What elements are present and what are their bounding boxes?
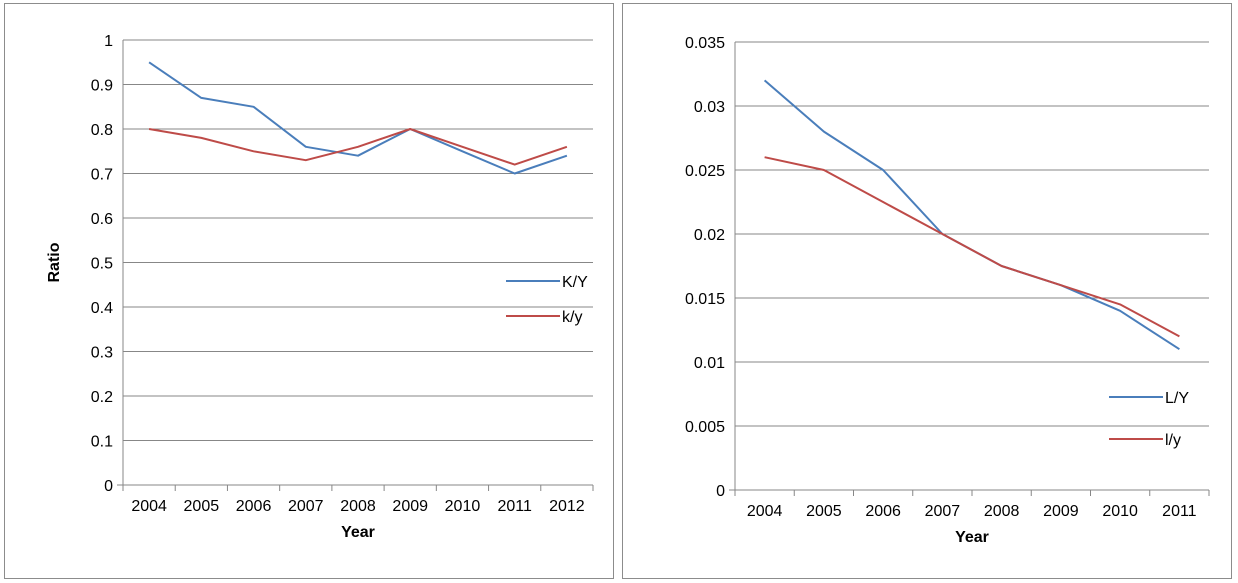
y-tick-label: 0.7	[91, 167, 113, 184]
legend-label: l/y	[1165, 432, 1181, 449]
y-tick-label: 0	[104, 478, 113, 495]
x-axis-title: Year	[341, 524, 375, 541]
x-tick-label: 2009	[1043, 503, 1079, 520]
series-line-ky	[148, 61, 568, 175]
x-tick-label: 2012	[549, 498, 585, 515]
legend-label: k/y	[562, 309, 582, 326]
y-tick-label: 0.3	[91, 345, 113, 362]
chart-panel-right: 0 0.005 0.01 0.015 0.02 0.025 0.03 0.035 2004 200…	[622, 3, 1232, 579]
x-tick-label: 2005	[806, 503, 842, 520]
x-tick-label: 2004	[747, 503, 783, 520]
x-tick-label: 2005	[184, 498, 220, 515]
y-tick-label: 0.8	[91, 122, 113, 139]
y-tick-label: 1	[104, 33, 113, 50]
y-tick-label: 0.01	[694, 355, 725, 372]
x-tick-label: 2010	[445, 498, 481, 515]
x-tick-label: 2011	[497, 498, 532, 515]
y-tick-label: 0.4	[91, 300, 113, 317]
y-tick-label: 0.5	[91, 256, 113, 273]
y-axis-title: Ratio	[46, 242, 63, 282]
x-tick-label: 2008	[984, 503, 1020, 520]
y-tick-label: 0.02	[694, 227, 725, 244]
y-tick-label: 0.035	[685, 35, 725, 52]
y-tick-label: 0.015	[685, 291, 725, 308]
x-axis-title: Year	[955, 529, 989, 546]
x-tick-label: 2007	[925, 503, 961, 520]
y-tick-label: 0.03	[694, 99, 725, 116]
chart-panel-left: 0 0.1 0.2 0.3 0.4 0.5 0.6 0.7 0.8 0.9 1 2004 2005 200…	[4, 3, 614, 579]
x-tick-label: 2006	[865, 503, 901, 520]
x-tick-label: 2010	[1102, 503, 1138, 520]
y-tick-label: 0.9	[91, 78, 113, 95]
x-tick-label: 2008	[340, 498, 376, 515]
chart-left-svg: 0 0.1 0.2 0.3 0.4 0.5 0.6 0.7 0.8 0.9 1 2004 2005 200…	[46, 33, 594, 541]
series-line-ly	[764, 156, 1180, 338]
y-tick-label: 0.2	[91, 389, 113, 406]
y-tick-label: 0.1	[91, 434, 113, 451]
x-tick-label: 2009	[392, 498, 428, 515]
y-tick-label: 0	[716, 483, 725, 500]
x-tick-label: 2004	[131, 498, 167, 515]
y-tick-label: 0.025	[685, 163, 725, 180]
legend-label: L/Y	[1165, 390, 1189, 407]
y-tick-label: 0.005	[685, 419, 725, 436]
x-tick-label: 2006	[236, 498, 272, 515]
x-tick-label: 2007	[288, 498, 324, 515]
series-line-ky	[148, 128, 568, 166]
chart-right-svg: 0 0.005 0.01 0.015 0.02 0.025 0.03 0.035 2004 200…	[685, 35, 1210, 546]
legend-label: K/Y	[562, 274, 588, 291]
x-tick-label: 2011	[1162, 503, 1197, 520]
y-tick-label: 0.6	[91, 211, 113, 228]
series-line-ly	[763, 79, 1180, 351]
